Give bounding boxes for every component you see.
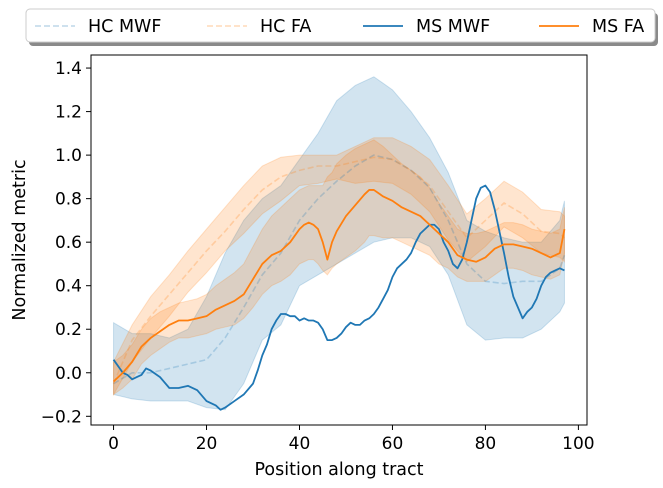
- ms-fa-line: [112, 189, 566, 383]
- y-axis-label: Normalized metric: [10, 159, 30, 320]
- y-tick-label: 1.4: [55, 59, 82, 79]
- y-tick-label: 0.0: [55, 364, 82, 384]
- y-tick-label: 0.2: [55, 320, 82, 340]
- legend-box: [25, 8, 656, 43]
- x-tick-label: 60: [382, 434, 404, 454]
- y-tick-label: 0.8: [55, 190, 82, 210]
- y-tick-label: 1.0: [55, 146, 82, 166]
- ms-fa-band: [113, 139, 565, 396]
- hc-fa-line: [112, 156, 566, 384]
- x-tick-label: 20: [196, 434, 218, 454]
- x-tick-label: 40: [289, 434, 311, 454]
- y-axis-ticks: −0.2 0.0 0.2 0.4 0.6 0.8 1.0 1.2 1.4: [41, 59, 91, 427]
- confidence-bands: [113, 76, 565, 411]
- y-tick-label: 0.6: [55, 233, 82, 253]
- series-lines: [112, 154, 566, 411]
- hc-mwf-band: [113, 76, 565, 411]
- x-tick-label: 100: [562, 434, 594, 454]
- legend-entries: HC MWF HC FA MS MWF MS FA: [35, 17, 644, 37]
- y-tick-label: 1.2: [55, 103, 82, 123]
- hc-mwf-line: [113, 154, 566, 385]
- hc-fa-legend-label: HC FA: [260, 17, 311, 37]
- ms-fa-legend-label: MS FA: [592, 17, 644, 37]
- legend: HC MWF HC FA MS MWF MS FA: [25, 8, 658, 46]
- x-axis-label: Position along tract: [254, 460, 423, 480]
- ms-mwf-legend-label: MS MWF: [416, 17, 490, 37]
- x-tick-label: 0: [108, 434, 119, 454]
- hc-fa-band: [113, 137, 565, 397]
- y-tick-label: 0.4: [55, 277, 82, 297]
- x-axis-ticks: 0 20 40 60 80 100: [108, 425, 595, 454]
- x-tick-label: 80: [475, 434, 497, 454]
- plot-frame: [90, 54, 588, 426]
- ms-mwf-line: [112, 184, 565, 411]
- y-tick-label: −0.2: [41, 407, 82, 427]
- hc-mwf-legend-label: HC MWF: [88, 17, 161, 37]
